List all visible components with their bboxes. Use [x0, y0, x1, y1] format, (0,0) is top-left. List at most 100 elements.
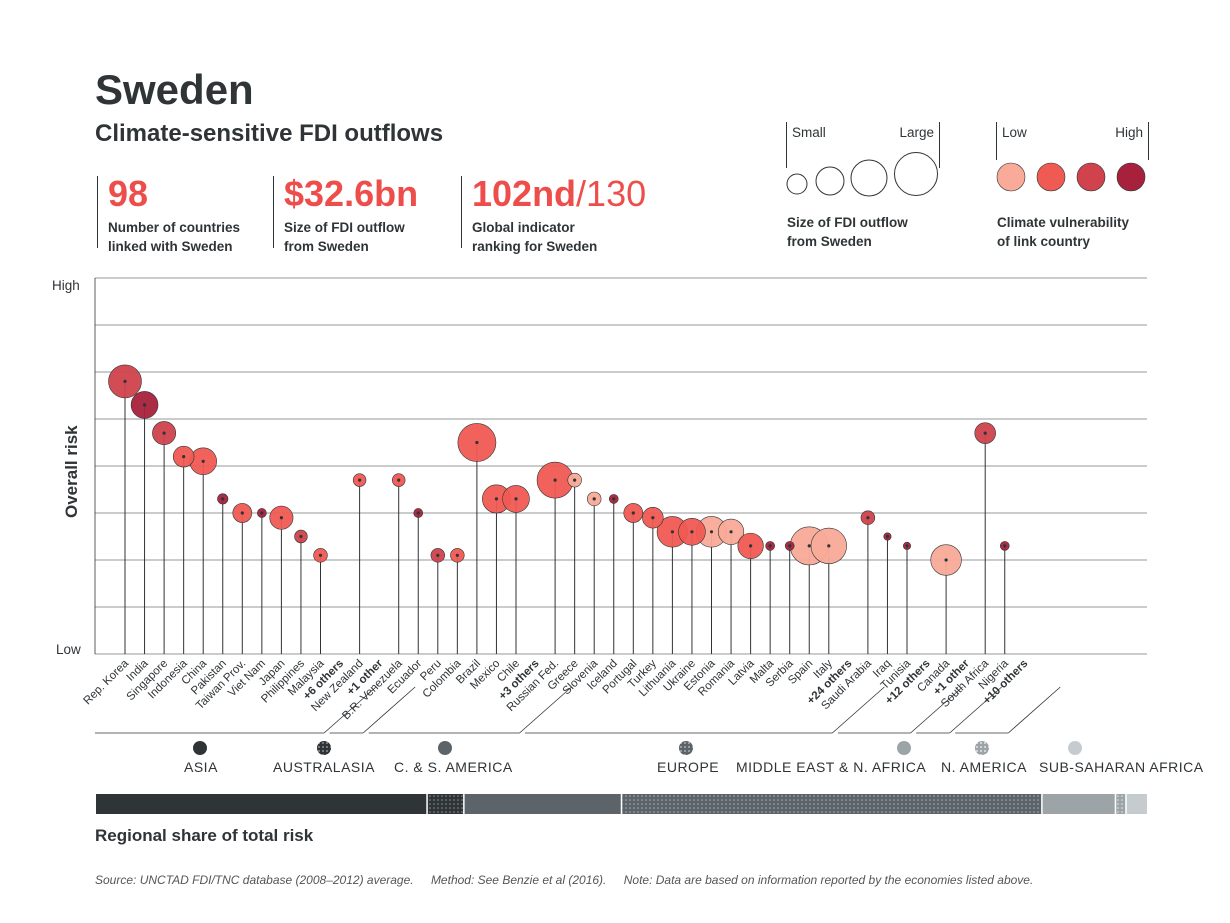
region-label: ASIA: [184, 759, 218, 775]
vuln-legend-circle: [1076, 162, 1106, 192]
stat-ranking: 102nd/130 Global indicator ranking for Sw…: [461, 173, 647, 254]
y-axis-high: High: [52, 278, 80, 293]
bubble-center-dot: [182, 455, 186, 459]
vuln-legend-label: Climate vulnerability of link country: [997, 215, 1130, 249]
bubble-center-dot: [1003, 544, 1007, 548]
vuln-legend-circles: [996, 162, 1146, 192]
bubble-center-dot: [768, 544, 772, 548]
bubble-center-dot: [162, 431, 166, 435]
region-bracket-diagonal: [519, 686, 572, 734]
bubble-center-dot: [260, 511, 264, 515]
page-subtitle: Climate-sensitive FDI outflows: [95, 120, 444, 147]
stat-ranking-value: 102nd/130: [472, 173, 647, 214]
region-bracket-diagonal: [323, 686, 377, 734]
stat-fdi-size-value: $32.6bn: [284, 173, 419, 214]
size-legend-circle: [786, 173, 808, 195]
bubble-center-dot: [807, 544, 811, 548]
bubble-center-dot: [944, 558, 948, 562]
bubble-center-dot: [729, 530, 733, 534]
region-swatch: [897, 741, 911, 755]
bubble-center-dot: [279, 516, 283, 520]
region-swatch: [1068, 741, 1082, 755]
region-bracket-diagonal: [832, 686, 885, 734]
bubble-center-dot: [709, 530, 714, 534]
region-label: N. AMERICA: [941, 759, 1027, 775]
region-legend: ASIA AUSTRALASIA C. & S. AMERICA EUROPE MIDD…: [0, 740, 1230, 780]
footer-note: Note: Data are based on information repo…: [623, 873, 1034, 887]
bubble-center-dot: [397, 478, 401, 482]
region-label: EUROPE: [657, 759, 720, 775]
y-axis-low: Low: [56, 642, 81, 657]
bubble-center-dot: [318, 553, 323, 557]
bubble-center-dot: [416, 511, 420, 515]
vuln-legend-circle: [1116, 162, 1146, 192]
bubble-center-dot: [514, 497, 518, 501]
bubble-center-dot: [788, 544, 792, 548]
stat-countries: 98 Number of countries linked with Sweden: [97, 173, 240, 254]
stat-ranking-label: Global indicator ranking for Sweden: [472, 220, 598, 254]
bubble-center-dot: [494, 497, 499, 501]
size-legend-circle: [894, 152, 938, 196]
region-bracket-diagonal: [362, 686, 416, 734]
bubble-center-dot: [612, 497, 616, 501]
bubble-center-dot: [123, 379, 127, 383]
region-bracket-diagonal: [1008, 686, 1061, 734]
share-segment: [1115, 794, 1126, 814]
region-swatch: [193, 741, 207, 755]
footer-source: Source: UNCTAD FDI/TNC database (2008–20…: [95, 873, 414, 887]
vuln-legend-circle: [996, 162, 1026, 192]
bubble-center-dot: [690, 530, 694, 534]
regional-share-bar: [96, 794, 1147, 814]
country-label: Rep. Korea: [81, 657, 131, 707]
bubble-center-dot: [358, 478, 362, 482]
size-legend-label: Size of FDI outflow from Sweden: [787, 215, 908, 249]
bubble-center-dot: [905, 544, 909, 548]
share-segment: [1041, 794, 1116, 814]
share-segment: [621, 794, 1042, 814]
region-bracket-diagonal: [949, 686, 1002, 734]
vuln-legend-low: Low: [1002, 125, 1027, 140]
bubble-center-dot: [592, 497, 596, 501]
bubble-center-dot: [573, 478, 577, 482]
bubble-center-dot: [631, 511, 635, 515]
bubble-center-dot: [201, 459, 205, 463]
page-title: Sweden: [95, 66, 254, 113]
stat-countries-label: Number of countries linked with Sweden: [108, 220, 241, 254]
bubble-center-dot: [142, 403, 147, 407]
bubble-center-dot: [885, 534, 890, 539]
bubble-center-dot: [455, 553, 459, 557]
size-legend-circle: [850, 159, 888, 197]
bubble-center-dot: [749, 544, 753, 548]
share-segment: [463, 794, 622, 814]
bubble-center-dot: [983, 431, 987, 435]
vuln-legend-circle: [1036, 162, 1066, 192]
stat-countries-value: 98: [108, 173, 149, 214]
bubble-center-dot: [299, 534, 303, 539]
share-segment: [96, 794, 428, 814]
size-legend-small: Small: [792, 125, 826, 140]
region-swatch: [438, 741, 452, 755]
region-label: MIDDLE EAST & N. AFRICA: [736, 759, 927, 775]
share-segment: [1125, 794, 1147, 814]
vuln-legend-high: High: [1115, 125, 1143, 140]
bubble-center-dot: [436, 553, 440, 557]
stat-fdi-size: $32.6bn Size of FDI outflow from Sweden: [273, 173, 419, 254]
size-legend-circle: [815, 166, 845, 196]
share-segment: [427, 794, 464, 814]
size-legend-circles: [786, 152, 938, 197]
vuln-legend-bracket: Low High: [996, 122, 1149, 160]
bubble-center-dot: [221, 497, 225, 501]
footer-method: Method: See Benzie et al (2016).: [430, 873, 607, 887]
size-legend-bracket: Small Large: [786, 122, 940, 168]
region-label: C. & S. AMERICA: [394, 759, 513, 775]
size-legend-large: Large: [899, 125, 934, 140]
region-label: SUB-SAHARAN AFRICA: [1039, 759, 1204, 775]
bubble-center-dot: [827, 544, 831, 548]
bubble-center-dot: [866, 516, 870, 520]
bubble-center-dot: [240, 511, 244, 515]
bubble-center-dot: [553, 478, 557, 482]
bubble-center-dot: [475, 440, 479, 445]
region-swatch: [679, 741, 693, 755]
share-title: Regional share of total risk: [95, 826, 314, 845]
